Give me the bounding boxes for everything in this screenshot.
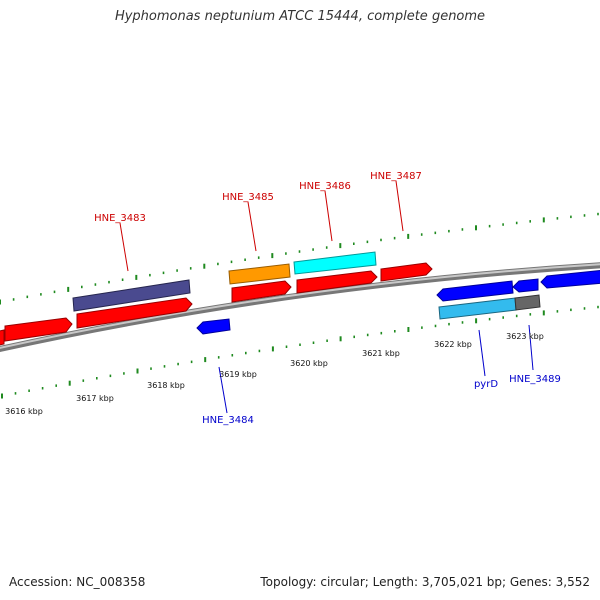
scale-label: 3616 kbp (5, 407, 43, 416)
gene-label-hne3484[interactable]: HNE_3484 (202, 415, 254, 426)
map-title: Hyphomonas neptunium ATCC 15444, complet… (114, 9, 486, 24)
gene-labels: HNE_3483 HNE_3485 HNE_3486 HNE_3487 HNE_… (94, 171, 561, 426)
genome-stats-text: Topology: circular; Length: 3,705,021 bp… (260, 575, 590, 589)
gene-hne3489[interactable] (514, 294, 541, 311)
scale-label: 3620 kbp (290, 359, 328, 368)
gene-hne3485-red[interactable] (231, 280, 292, 303)
gene-hne3487[interactable] (380, 262, 433, 282)
gene-label-pyrd[interactable]: pyrD (474, 379, 498, 390)
reverse-genes (196, 270, 600, 335)
gene-hne3482[interactable] (4, 317, 73, 342)
gene-hne3484[interactable] (196, 318, 231, 335)
outer-ticks (0, 212, 599, 305)
gene-label-hne3485[interactable]: HNE_3485 (222, 192, 274, 203)
gene-label-hne3487[interactable]: HNE_3487 (370, 171, 422, 182)
scale-labels: 3616 kbp 3617 kbp 3618 kbp 3619 kbp 3620… (5, 332, 544, 416)
forward-genes (0, 251, 433, 346)
gene-label-hne3489[interactable]: HNE_3489 (509, 374, 561, 385)
label-leader-lines (119, 180, 534, 414)
gene-pyrd[interactable] (438, 297, 517, 320)
gene-red-left-edge[interactable] (0, 329, 5, 346)
scale-label: 3621 kbp (362, 349, 400, 358)
genome-backbone (0, 262, 600, 352)
scale-label: 3623 kbp (506, 332, 544, 341)
gene-hne3485-orange[interactable] (228, 263, 291, 285)
scale-label: 3622 kbp (434, 340, 472, 349)
gene-hne3486-red[interactable] (296, 270, 378, 294)
gene-label-hne3483[interactable]: HNE_3483 (94, 213, 146, 224)
gene-reverse-blue-3[interactable] (540, 270, 600, 289)
scale-label: 3618 kbp (147, 381, 185, 390)
gene-reverse-blue-2[interactable] (512, 278, 539, 293)
gene-label-hne3486[interactable]: HNE_3486 (299, 181, 351, 192)
scale-label: 3619 kbp (219, 370, 257, 379)
scale-label: 3617 kbp (76, 394, 114, 403)
gene-reverse-blue-1[interactable] (436, 280, 514, 302)
gene-hne3486-cyan[interactable] (293, 251, 377, 275)
gene-hne3483-red[interactable] (76, 297, 193, 329)
inner-ticks (1, 305, 599, 399)
accession-text: Accession: NC_008358 (9, 575, 146, 589)
gene-hne3483-navy[interactable] (72, 279, 191, 312)
